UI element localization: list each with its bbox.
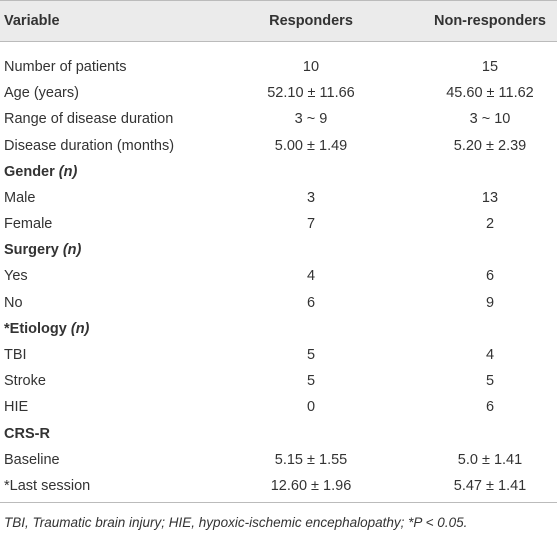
value-cell: 5.20 ± 2.39 (453, 137, 527, 154)
header-cell: Responders (269, 13, 353, 29)
value-cell: 3 (306, 189, 316, 206)
row-label: Female (4, 216, 53, 233)
header-row (0, 0, 557, 42)
row-label: Age (years) (4, 85, 79, 102)
value-cell: 5.0 ± 1.41 (457, 451, 523, 468)
section-qualifier: (n) (70, 320, 90, 337)
row-label: HIE (4, 399, 29, 416)
header-cell: Non-responders (434, 13, 546, 29)
value-cell: 5 (306, 373, 316, 390)
row-label: Male (4, 189, 36, 206)
section-name: CRS-R (4, 425, 50, 442)
value-cell: 2 (485, 216, 495, 233)
value-cell: 4 (485, 346, 495, 363)
row-label: TBI (4, 346, 27, 363)
row-label: Baseline (4, 451, 60, 468)
section-name: Gender (4, 163, 55, 180)
row-label: Stroke (4, 373, 46, 390)
value-cell: 4 (306, 268, 316, 285)
value-cell: 13 (481, 189, 499, 206)
value-cell: 10 (302, 59, 320, 75)
section-label: Gender (n) (4, 162, 77, 182)
section-label: CRS-R (4, 424, 50, 444)
row-label: Disease duration (months) (4, 137, 175, 154)
section-label: Surgery (n) (4, 240, 81, 260)
section-qualifier: (n) (58, 163, 78, 180)
value-cell: 5 (306, 346, 316, 363)
footnote: TBI, Traumatic brain injury; HIE, hypoxi… (4, 515, 468, 530)
row-label: *Last session (4, 477, 91, 494)
value-cell: 45.60 ± 11.62 (446, 85, 534, 102)
value-cell: 9 (485, 294, 495, 311)
value-cell: 6 (485, 399, 495, 416)
value-cell: 7 (306, 216, 316, 233)
value-cell: 0 (306, 399, 316, 416)
section-name: *Etiology (4, 320, 67, 337)
value-cell: 5 (485, 373, 495, 390)
row-label: Number of patients (4, 59, 127, 75)
value-cell: 52.10 ± 11.66 (267, 85, 355, 102)
value-cell: 5.00 ± 1.49 (274, 137, 348, 154)
value-cell: 12.60 ± 1.96 (270, 477, 352, 494)
bottom-rule (0, 502, 557, 503)
value-cell: 3 ~ 10 (469, 111, 511, 128)
value-cell: 15 (481, 59, 499, 75)
header-cell: Variable (4, 13, 60, 29)
value-cell: 6 (485, 268, 495, 285)
row-label: Range of disease duration (4, 111, 174, 128)
value-cell: 5.15 ± 1.55 (274, 451, 348, 468)
value-cell: 3 ~ 9 (294, 111, 328, 128)
section-label: *Etiology (n) (4, 319, 89, 339)
value-cell: 5.47 ± 1.41 (453, 477, 527, 494)
row-label: Yes (4, 268, 28, 285)
value-cell: 6 (306, 294, 316, 311)
section-qualifier: (n) (62, 242, 82, 259)
row-label: No (4, 294, 23, 311)
section-name: Surgery (4, 242, 59, 259)
